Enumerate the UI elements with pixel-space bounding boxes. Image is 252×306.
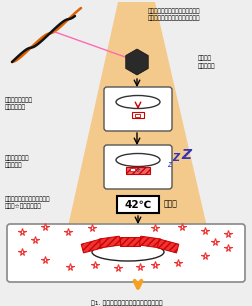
FancyBboxPatch shape bbox=[135, 114, 140, 117]
FancyBboxPatch shape bbox=[104, 145, 171, 189]
Text: 42℃: 42℃ bbox=[124, 200, 151, 210]
FancyBboxPatch shape bbox=[119, 237, 139, 245]
Polygon shape bbox=[65, 2, 209, 240]
FancyBboxPatch shape bbox=[125, 167, 149, 174]
FancyBboxPatch shape bbox=[7, 224, 244, 282]
FancyBboxPatch shape bbox=[156, 239, 178, 253]
Text: z: z bbox=[135, 167, 138, 173]
FancyBboxPatch shape bbox=[139, 236, 160, 248]
FancyBboxPatch shape bbox=[81, 239, 102, 253]
FancyBboxPatch shape bbox=[99, 236, 120, 248]
Text: Z: Z bbox=[180, 148, 190, 162]
FancyBboxPatch shape bbox=[116, 196, 158, 213]
FancyBboxPatch shape bbox=[132, 112, 143, 118]
Text: 遷伝子がゲノムに
組み込まれる: 遷伝子がゲノムに 組み込まれる bbox=[5, 97, 33, 110]
Text: 大腸菌に
感染させる: 大腸菌に 感染させる bbox=[197, 55, 215, 69]
FancyBboxPatch shape bbox=[104, 87, 171, 131]
Text: 熱伝導で遷伝子が増幅され、
酵素（☆）を大量生産: 熱伝導で遷伝子が増幅され、 酵素（☆）を大量生産 bbox=[5, 196, 50, 209]
FancyBboxPatch shape bbox=[130, 168, 135, 171]
Text: z: z bbox=[166, 160, 170, 169]
Text: 常温では酵素を
生産しない: 常温では酵素を 生産しない bbox=[5, 155, 29, 168]
Text: 図1. スリーパーベクターによる酵素生産: 図1. スリーパーベクターによる酵素生産 bbox=[91, 300, 162, 306]
Text: Z: Z bbox=[171, 153, 178, 163]
Polygon shape bbox=[125, 49, 148, 75]
Text: 熱誘導: 熱誘導 bbox=[163, 200, 177, 208]
Text: 目的の酵素をコードした遷伝子を
スリーパーベクターにパッケージ: 目的の酵素をコードした遷伝子を スリーパーベクターにパッケージ bbox=[147, 8, 200, 21]
